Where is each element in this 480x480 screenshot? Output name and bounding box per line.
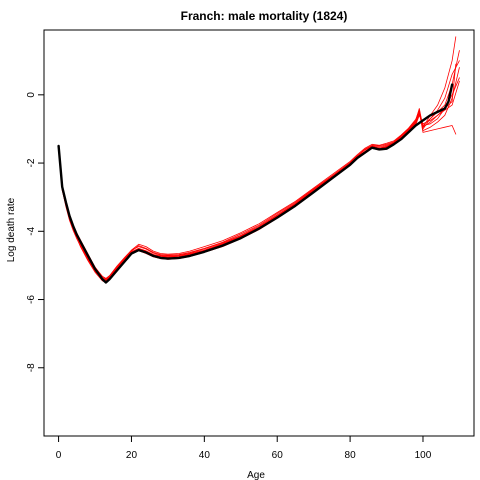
x-tick-label: 60 <box>272 450 284 461</box>
y-tick-label: -4 <box>26 226 37 235</box>
series-line-2 <box>58 111 457 283</box>
series-line-7 <box>58 67 460 282</box>
y-tick-label: 0 <box>26 92 37 98</box>
y-axis: 0 -2 -4 -6 -8 <box>26 92 44 372</box>
series-line-4 <box>58 77 460 282</box>
series-layer <box>57 36 460 284</box>
series-line-5 <box>58 63 457 282</box>
y-tick-label: -2 <box>26 158 37 167</box>
y-tick-label: -8 <box>26 363 37 372</box>
series-line-1 <box>57 83 454 284</box>
x-axis-label: Age <box>247 470 265 480</box>
x-axis: 0 20 40 60 80 100 <box>56 436 432 461</box>
series-line-9 <box>58 50 460 281</box>
x-tick-label: 20 <box>126 450 138 461</box>
series-line-3 <box>58 36 457 281</box>
y-axis-label: Log death rate <box>6 197 17 262</box>
series-line-8 <box>58 80 460 279</box>
x-tick-label: 100 <box>415 450 432 461</box>
x-tick-label: 0 <box>56 450 62 461</box>
series-line-6 <box>58 60 460 280</box>
plot-frame <box>43 29 475 437</box>
y-tick-label: -6 <box>26 295 37 304</box>
x-tick-label: 40 <box>199 450 211 461</box>
x-tick-label: 80 <box>345 450 357 461</box>
chart-title: Franch: male mortality (1824) <box>181 9 348 23</box>
